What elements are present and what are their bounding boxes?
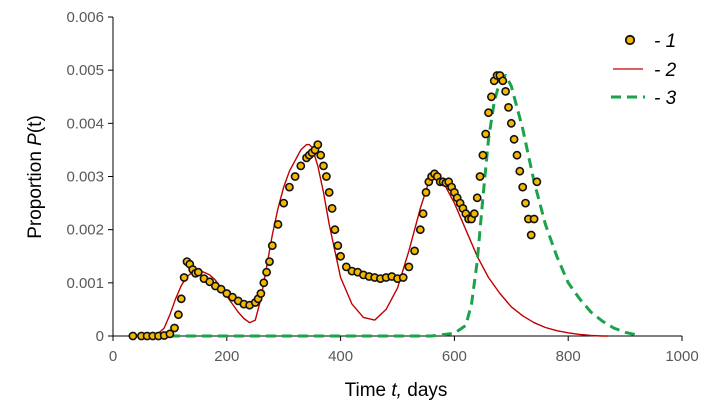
series-1-point	[273, 219, 283, 229]
y-tick-label: 0.003	[66, 169, 104, 186]
series-1-point	[290, 172, 300, 181]
series-1-point	[176, 294, 186, 304]
legend-item-2: - 2	[613, 60, 677, 81]
x-tick-label: 200	[214, 348, 239, 365]
series-1-point	[486, 92, 496, 102]
series-1-point	[279, 198, 289, 208]
x-tick-label: 400	[328, 348, 353, 365]
legend-item-1: - 1	[624, 31, 676, 52]
series-1-point	[521, 198, 530, 208]
y-tick-label: 0	[96, 328, 104, 345]
series-1-point	[216, 284, 226, 294]
series-1-point	[205, 277, 215, 287]
series-1-point	[504, 103, 513, 112]
series-1-point	[501, 87, 510, 96]
y-tick-label: 0.002	[66, 222, 104, 239]
x-axis-title: Time t, days	[345, 380, 448, 401]
series-1-point	[173, 310, 183, 320]
series-1-point	[529, 214, 539, 224]
series-1-point	[415, 225, 425, 235]
x-tick-label: 1000	[665, 348, 698, 365]
series-1-point	[512, 150, 522, 160]
legend-label-2: - 2	[654, 60, 677, 81]
y-tick-label: 0.001	[66, 275, 104, 292]
series-1-point	[506, 118, 516, 128]
series-1-point	[165, 329, 175, 339]
series-1-point	[319, 161, 328, 171]
series-1-point	[398, 273, 408, 282]
y-tick-label: 0.005	[66, 62, 104, 79]
series-1-point	[330, 225, 340, 235]
series-3-line	[169, 74, 637, 338]
x-tick-label: 800	[556, 348, 581, 365]
legend-item-3: - 3	[611, 88, 677, 109]
series-1-point	[515, 166, 525, 176]
series-1-point	[179, 273, 189, 282]
series-1-point	[469, 209, 479, 219]
y-tick-label: 0.006	[66, 9, 104, 26]
series-1-point	[478, 150, 488, 160]
x-tick-label: 0	[109, 348, 117, 365]
legend-marker-1	[624, 34, 636, 46]
series-1-point	[316, 150, 326, 160]
y-tick-label: 0.004	[66, 115, 104, 132]
series-layer	[128, 71, 637, 341]
series-1-point	[256, 289, 266, 298]
series-1-point	[170, 323, 179, 333]
legend-label-1: - 1	[654, 31, 676, 52]
y-axis-title: Proportion P(t)	[25, 115, 46, 239]
series-1-point	[418, 209, 428, 219]
series-1-point	[518, 182, 528, 192]
series-1-point	[526, 230, 536, 240]
series-1-point	[193, 267, 203, 277]
series-1-point	[421, 187, 431, 197]
series-2-line	[147, 143, 608, 337]
series-1-point	[313, 140, 323, 149]
series-1-point	[341, 262, 351, 272]
series-1-point	[265, 257, 274, 266]
series-1-point	[481, 129, 491, 139]
series-1-point	[484, 108, 493, 118]
series-1-point	[498, 76, 508, 86]
series-1-point	[410, 246, 419, 256]
series-1-point	[336, 251, 345, 261]
series-1-point	[509, 134, 519, 144]
series-1-point	[404, 262, 414, 272]
series-1-point	[472, 193, 482, 203]
series-1-point	[333, 241, 343, 250]
series-1-point	[259, 278, 269, 288]
x-tick-label: 600	[442, 348, 467, 365]
series-1-point	[128, 331, 138, 341]
series-1-point	[475, 172, 485, 181]
legend: - 1 - 2 - 3	[611, 31, 677, 109]
plot-area: 0 0.001 0.002 0.003 0.004 0.005 0.006 0 200 400 6…	[66, 9, 698, 365]
series-1-point	[262, 267, 271, 277]
series-1-point	[327, 203, 337, 213]
x-ticks: 0 200 400 600 800 1000	[109, 336, 699, 365]
legend-label-3: - 3	[654, 88, 677, 109]
series-1-point	[532, 177, 542, 187]
series-1-point	[284, 182, 294, 192]
series-1-point	[296, 161, 306, 171]
series-1-point	[324, 187, 334, 197]
series-1-point	[267, 241, 277, 250]
y-ticks: 0 0.001 0.002 0.003 0.004 0.005 0.006	[66, 9, 113, 345]
series-1-point	[321, 172, 331, 181]
